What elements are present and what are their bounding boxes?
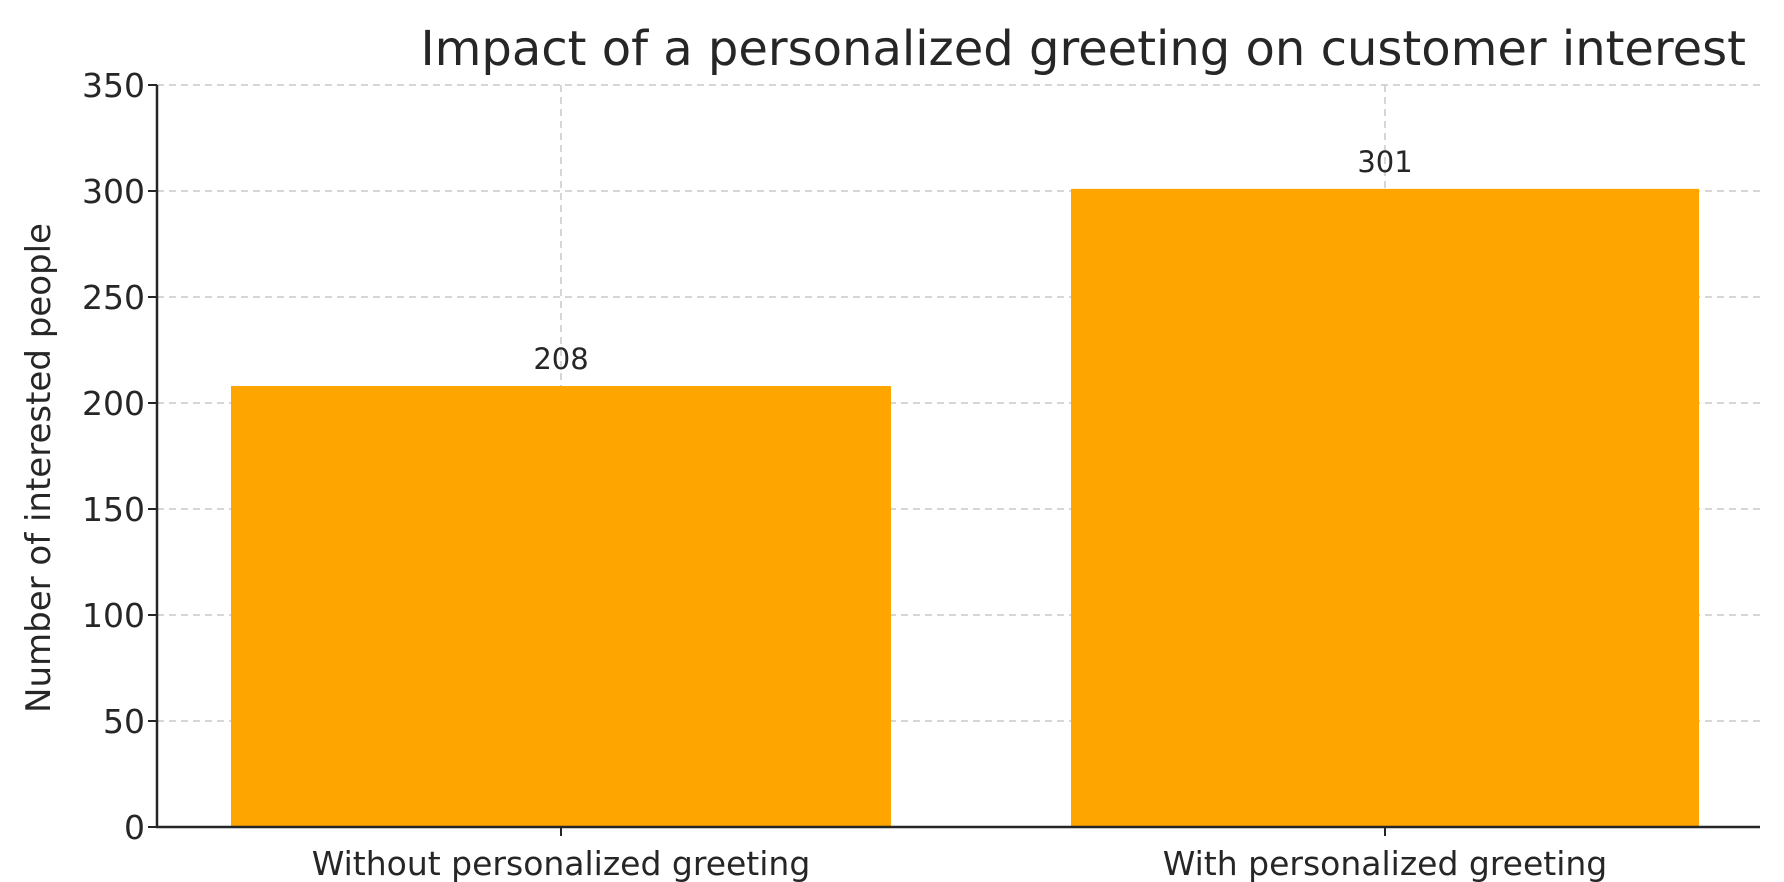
data-labels: 208 301 xyxy=(533,145,1412,376)
x-tick-label: Without personalized greeting xyxy=(312,844,811,882)
y-tick-label: 350 xyxy=(82,66,145,105)
y-tick-label: 250 xyxy=(82,278,145,317)
y-tick-label: 50 xyxy=(103,702,145,741)
y-axis-ticks: 0 50 100 150 200 250 300 350 xyxy=(82,66,157,847)
bar xyxy=(1071,188,1699,827)
y-axis-label: Number of interested people xyxy=(19,223,59,713)
y-tick-label: 150 xyxy=(82,490,145,529)
bar-value-label: 208 xyxy=(533,342,588,376)
chart-title: Impact of a personalized greeting on cus… xyxy=(420,21,1746,77)
y-tick-label: 300 xyxy=(82,172,145,211)
bar-value-label: 301 xyxy=(1357,145,1412,179)
x-axis-ticks: Without personalized greeting With person… xyxy=(312,827,1608,882)
axes xyxy=(155,85,1760,829)
y-tick-label: 0 xyxy=(124,808,145,847)
bar xyxy=(231,386,891,827)
y-tick-label: 200 xyxy=(82,384,145,423)
x-tick-label: With personalized greeting xyxy=(1163,844,1608,882)
y-tick-label: 100 xyxy=(82,596,145,635)
bars xyxy=(231,188,1699,827)
